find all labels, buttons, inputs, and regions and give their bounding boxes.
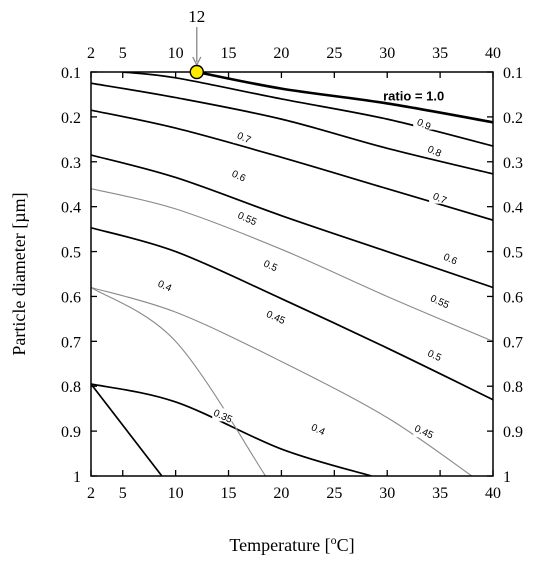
y-tick-label-left: 0.6 xyxy=(61,289,81,306)
x-tick-label-bottom: 5 xyxy=(119,485,127,502)
x-tick-label-bottom: 15 xyxy=(221,485,237,502)
y-tick-label-left: 1 xyxy=(73,469,81,486)
contour-label-bg xyxy=(413,116,436,130)
contour-line-0-6 xyxy=(91,154,493,289)
y-tick-label-left: 0.7 xyxy=(61,334,81,351)
contour-label: 0.6 xyxy=(441,252,459,268)
x-tick-label-bottom: 20 xyxy=(273,485,289,502)
contour-line-0-55 xyxy=(91,188,493,342)
contour-label-bg xyxy=(233,130,256,144)
x-tick-label-top: 20 xyxy=(273,45,289,62)
contour-line-0-9 xyxy=(122,72,493,147)
contour-label-bg xyxy=(307,421,330,435)
contour-label-bg xyxy=(439,251,462,265)
x-axis-title: Temperature [oC] xyxy=(229,533,354,555)
contour-line-0-45 xyxy=(91,286,473,476)
y-tick-label-right: 0.4 xyxy=(503,200,523,217)
y-tick-label-right: 0.9 xyxy=(503,424,523,441)
y-tick-label-left: 0.3 xyxy=(61,155,81,172)
contour-line-0-8 xyxy=(91,82,493,175)
contour-label: 0.4 xyxy=(156,279,174,295)
contour-label-bg xyxy=(228,168,251,182)
plot-frame xyxy=(90,71,494,477)
contour-label: 0.5 xyxy=(262,259,280,275)
contour-label-bg xyxy=(429,293,452,307)
contour-label: 0.8 xyxy=(426,144,444,160)
contour-labels: ratio = 1.00.90.80.70.70.60.60.550.550.5… xyxy=(154,89,462,442)
x-tick-label-top: 40 xyxy=(485,45,501,62)
y-tick-label-right: 0.7 xyxy=(503,334,523,351)
contour-label-bg xyxy=(259,258,282,272)
x-tick-label-top: 35 xyxy=(432,45,448,62)
contour-label: 0.4 xyxy=(309,422,327,438)
y-tick-label-right: 0.2 xyxy=(503,110,523,127)
y-tick-label-right: 1 xyxy=(503,469,511,486)
y-tick-label-right: 0.1 xyxy=(503,65,523,82)
contour-label: 0.5 xyxy=(426,348,444,364)
y-tick-label-left: 0.4 xyxy=(61,200,81,217)
y-tick-label-right: 0.3 xyxy=(503,155,523,172)
x-tick-label-bottom: 25 xyxy=(326,485,342,502)
contour-line-0-35 xyxy=(91,287,267,476)
y-tick-label-right: 0.6 xyxy=(503,289,523,306)
marker-group: 12 xyxy=(188,7,205,80)
x-tick-label-top: 10 xyxy=(168,45,184,62)
contour-line-0-5 xyxy=(91,226,493,401)
x-tick-label-top: 30 xyxy=(379,45,395,62)
y-tick-label-left: 0.1 xyxy=(61,65,81,82)
x-tick-label-bottom: 2 xyxy=(87,485,95,502)
y-tick-label-right: 0.8 xyxy=(503,379,523,396)
contour-label: 0.9 xyxy=(415,117,433,133)
contour-line-0-4 xyxy=(91,383,372,476)
y-axis-title: Particle diameter [µm] xyxy=(9,192,29,355)
contour-line-0-3 xyxy=(91,383,163,476)
contour-label-bg xyxy=(154,278,177,292)
x-tick-label-top: 25 xyxy=(326,45,342,62)
marker-point xyxy=(189,64,204,80)
y-tick-label-left: 0.2 xyxy=(61,110,81,127)
contour-label-bg xyxy=(236,210,259,224)
x-tick-label-top: 5 xyxy=(119,45,127,62)
contour-label-bg xyxy=(423,143,446,157)
contour-label: 0.6 xyxy=(230,169,248,185)
y-tick-label-left: 0.8 xyxy=(61,379,81,396)
y-tick-label-left: 0.5 xyxy=(61,245,81,262)
y-tick-label-left: 0.9 xyxy=(61,424,81,441)
ratio-label: ratio = 1.0 xyxy=(383,89,444,104)
x-tick-label-bottom: 30 xyxy=(379,485,395,502)
contour-line-0-7 xyxy=(91,109,493,221)
contour-label: 0.7 xyxy=(235,131,253,147)
contour-label-bg xyxy=(212,408,235,422)
x-tick-label-top: 2 xyxy=(87,45,95,62)
x-tick-label-bottom: 40 xyxy=(485,485,501,502)
x-tick-label-top: 15 xyxy=(221,45,237,62)
contour-label-bg xyxy=(423,347,446,361)
contour-label-bg xyxy=(265,309,288,323)
contour-label: 0.7 xyxy=(431,191,449,207)
x-tick-label-bottom: 10 xyxy=(168,485,184,502)
contour-lines xyxy=(91,72,493,476)
contour-line-1 xyxy=(196,72,493,124)
marker-callout-label: 12 xyxy=(188,7,205,26)
contour-label-bg xyxy=(429,190,452,204)
y-tick-label-right: 0.5 xyxy=(503,245,523,262)
contour-label-bg xyxy=(413,424,436,438)
x-tick-label-bottom: 35 xyxy=(432,485,448,502)
